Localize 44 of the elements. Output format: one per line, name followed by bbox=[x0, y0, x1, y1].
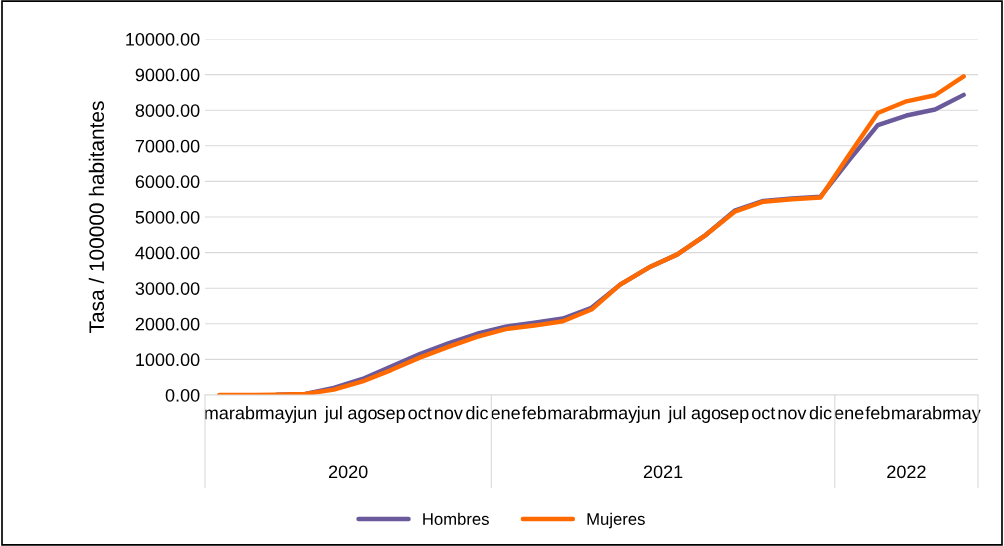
y-axis-title: Tasa / 100000 habitantes bbox=[88, 101, 105, 333]
x-tick-label: jun bbox=[636, 406, 660, 423]
x-tick-label: nov bbox=[778, 409, 807, 420]
x-tick-label: feb bbox=[521, 406, 547, 420]
x-tick-label: ene bbox=[834, 409, 864, 420]
x-tick-label: may bbox=[260, 409, 294, 423]
x-tick-label: sep bbox=[720, 409, 749, 423]
x-tick-label: mar bbox=[892, 409, 922, 420]
x-tick-label: nov bbox=[435, 409, 463, 420]
legend-label: Hombres bbox=[423, 512, 489, 525]
y-tick-label: 3000.00 bbox=[135, 282, 200, 295]
y-tick-label: 8000.00 bbox=[135, 104, 200, 117]
x-tick-label: dic bbox=[466, 406, 489, 420]
x-tick-label: jul bbox=[667, 406, 686, 423]
x-tick-label: feb bbox=[865, 406, 890, 420]
x-tick-label: may bbox=[947, 409, 981, 423]
x-tick-label: abr bbox=[922, 406, 948, 420]
x-tick-label: sep bbox=[377, 409, 405, 423]
y-tick-label: 2000.00 bbox=[135, 317, 200, 331]
y-tick-label: 5000.00 bbox=[135, 210, 200, 224]
y-tick-label: 0.00 bbox=[165, 388, 200, 402]
x-tick-label: ago bbox=[691, 409, 721, 423]
x-tick-label: jun bbox=[292, 406, 317, 423]
x-tick-label: dic bbox=[809, 406, 832, 420]
y-tick-label: 1000.00 bbox=[136, 353, 200, 367]
x-tick-label: ago bbox=[348, 409, 377, 423]
text: 2021 bbox=[643, 465, 683, 479]
x-tick-label: mar bbox=[548, 409, 579, 420]
x-tick-label: abr bbox=[235, 406, 261, 420]
x-tick-label: oct bbox=[751, 407, 776, 420]
text: 2020 bbox=[328, 465, 368, 479]
x-tick-label: jul bbox=[324, 406, 342, 423]
x-tick-label: abr bbox=[579, 406, 605, 420]
x-tick-label: mar bbox=[204, 409, 235, 420]
y-tick-label: 6000.00 bbox=[135, 175, 200, 189]
x-tick-label: ene bbox=[491, 409, 520, 420]
y-tick-label: 10000.00 bbox=[126, 32, 200, 46]
legend-label: Mujeres bbox=[587, 512, 645, 529]
y-tick-label: 4000.00 bbox=[135, 246, 200, 260]
text: 2022 bbox=[887, 465, 926, 479]
y-tick-label: 9000.00 bbox=[135, 68, 200, 82]
x-tick-label: may bbox=[604, 409, 638, 423]
y-tick-label: 7000.00 bbox=[135, 139, 200, 153]
x-tick-label: oct bbox=[408, 407, 432, 420]
